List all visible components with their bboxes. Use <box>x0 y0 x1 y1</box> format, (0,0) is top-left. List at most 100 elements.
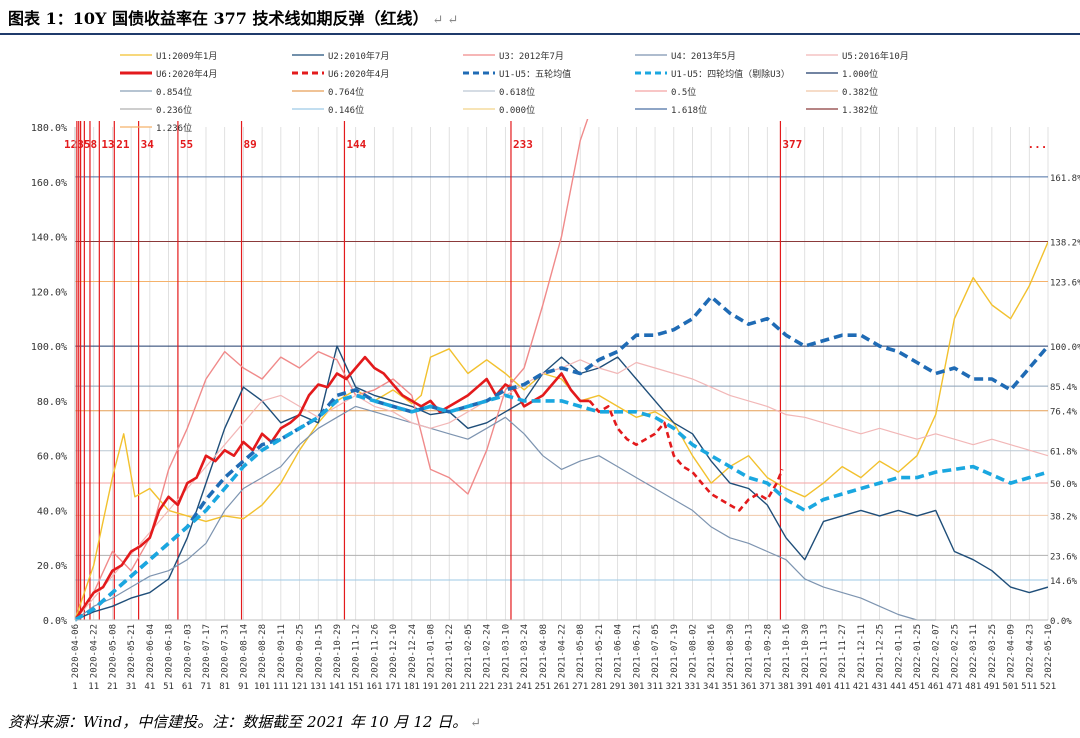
x-date-label: 2021-05-21 <box>595 624 605 678</box>
x-date-label: 2021-09-13 <box>745 624 755 678</box>
x-index-label: 121 <box>291 682 307 692</box>
x-index-label: 221 <box>479 682 495 692</box>
level-label: 50.0% <box>1050 480 1078 490</box>
x-date-label: 2021-03-10 <box>501 624 511 678</box>
x-index-label: 241 <box>516 682 532 692</box>
x-index-label: 271 <box>572 682 588 692</box>
legend-label: 0.5位 <box>671 86 696 98</box>
x-date-label: 2020-11-26 <box>370 624 380 678</box>
fib-marker-label: 377 <box>782 138 802 151</box>
yield-chart: 100.0% 85.4% 76.4% 61.8% 50.0% 38.2% 23.6% 14.6… <box>31 50 1080 692</box>
y-tick-label: 120.0% <box>31 287 67 298</box>
x-index-label: 161 <box>366 682 382 692</box>
legend-label: U5:2016年10月 <box>842 50 909 62</box>
fib-marker-label: 89 <box>244 138 257 151</box>
x-index-label: 411 <box>834 682 850 692</box>
x-index-label: 151 <box>348 682 364 692</box>
y-tick-label: 60.0% <box>37 452 67 463</box>
legend-label: 0.146位 <box>328 104 364 116</box>
x-index-label: 1 <box>72 682 77 692</box>
x-index-label: 481 <box>965 682 981 692</box>
x-index-label: 381 <box>778 682 794 692</box>
x-date-label: 2021-11-13 <box>819 624 829 678</box>
legend-label: U1-U5：五轮均值 <box>499 68 571 80</box>
x-date-label: 2020-07-17 <box>202 624 212 678</box>
x-index-label: 441 <box>890 682 906 692</box>
x-date-label: 2021-04-08 <box>539 624 549 678</box>
x-date-label: 2021-03-24 <box>520 624 530 678</box>
level-label: 38.2% <box>1050 512 1078 522</box>
legend-label: 0.854位 <box>156 86 192 98</box>
x-date-label: 2021-07-05 <box>651 624 661 678</box>
x-date-label: 2021-02-05 <box>464 624 474 678</box>
y-tick-label: 160.0% <box>31 178 67 189</box>
x-index-label: 231 <box>497 682 513 692</box>
legend-label: U4：2013年5月 <box>671 50 736 62</box>
fib-marker-label: ... <box>1028 138 1048 151</box>
level-label: 85.4% <box>1050 383 1078 393</box>
x-date-label: 2020-06-18 <box>165 624 175 678</box>
x-date-label: 2021-10-30 <box>801 624 811 678</box>
legend-label: 1.382位 <box>842 104 878 116</box>
series-lines <box>75 119 1048 622</box>
x-date-label: 2020-08-28 <box>258 624 268 678</box>
x-index-label: 511 <box>1021 682 1037 692</box>
fib-marker-label: 34 <box>141 138 155 151</box>
title-text: 图表 1：10Y 国债收益率在 377 技术线如期反弹（红线） <box>8 9 429 28</box>
legend-label: 0.000位 <box>499 104 535 116</box>
x-index-label: 11 <box>88 682 99 692</box>
level-label: 100.0% <box>1050 343 1080 353</box>
level-label: 23.6% <box>1050 552 1078 562</box>
source-return-mark: ↵ <box>470 716 482 731</box>
series-line <box>75 294 1048 622</box>
x-date-label: 2020-04-06 <box>71 624 81 678</box>
fib-marker-label: 12358 <box>64 138 97 151</box>
x-index-label: 71 <box>201 682 212 692</box>
x-index-label: 401 <box>815 682 831 692</box>
legend-label: 0.382位 <box>842 86 878 98</box>
x-date-label: 2021-11-27 <box>838 624 848 678</box>
legend-label: U3：2012年7月 <box>499 50 564 62</box>
legend: U1:2009年1月 U2:2010年7月 U3：2012年7月 U4：2013年5月… <box>120 50 909 134</box>
x-date-label: 2020-06-04 <box>146 624 156 678</box>
x-index-label: 111 <box>273 682 289 692</box>
legend-label: 0.236位 <box>156 104 192 116</box>
x-index-label: 181 <box>404 682 420 692</box>
level-label: 76.4% <box>1050 408 1078 418</box>
x-date-label: 2020-12-10 <box>389 624 399 678</box>
legend-label: 0.618位 <box>499 86 535 98</box>
y-tick-label: 140.0% <box>31 233 67 244</box>
x-axis: 2020-04-06 2020-04-22 2020-05-08 2020-05-21… <box>71 619 1056 692</box>
source-note: 资料来源：Wind，中信建投。注：数据截至 2021 年 10 月 12 日。 ↵ <box>8 711 481 732</box>
legend-label: 1.000位 <box>842 68 878 80</box>
x-date-label: 2020-07-03 <box>183 624 193 678</box>
x-index-label: 81 <box>219 682 230 692</box>
series-line <box>75 393 1048 622</box>
fib-marker-label: 55 <box>180 138 193 151</box>
y-axis: 0.0% 20.0% 40.0% 60.0% 80.0% 100.0% 120.0% 140.… <box>31 123 76 627</box>
x-index-label: 51 <box>163 682 174 692</box>
x-index-label: 461 <box>928 682 944 692</box>
x-index-label: 261 <box>553 682 569 692</box>
x-index-label: 21 <box>107 682 118 692</box>
x-index-label: 431 <box>871 682 887 692</box>
x-index-label: 101 <box>254 682 270 692</box>
series-line <box>75 345 1048 621</box>
x-date-label: 2020-07-31 <box>221 624 231 678</box>
series-line <box>75 355 590 621</box>
x-date-label: 2021-08-30 <box>726 624 736 678</box>
y-tick-label: 40.0% <box>37 506 67 517</box>
x-date-label: 2021-08-02 <box>688 624 698 678</box>
series-line <box>75 119 589 621</box>
x-date-label: 2020-05-21 <box>127 624 137 678</box>
legend-label: 0.764位 <box>328 86 364 98</box>
x-date-label: 2020-04-22 <box>90 624 100 678</box>
level-label: 123.6% <box>1050 278 1080 288</box>
x-index-label: 31 <box>126 682 137 692</box>
x-date-label: 2022-01-11 <box>894 624 904 678</box>
x-index-label: 421 <box>853 682 869 692</box>
legend-label: U2:2010年7月 <box>328 50 389 62</box>
return-mark: ↵ ↵ <box>432 13 459 28</box>
x-date-label: 2021-02-24 <box>483 624 493 678</box>
level-label: 0.0% <box>1050 617 1072 627</box>
